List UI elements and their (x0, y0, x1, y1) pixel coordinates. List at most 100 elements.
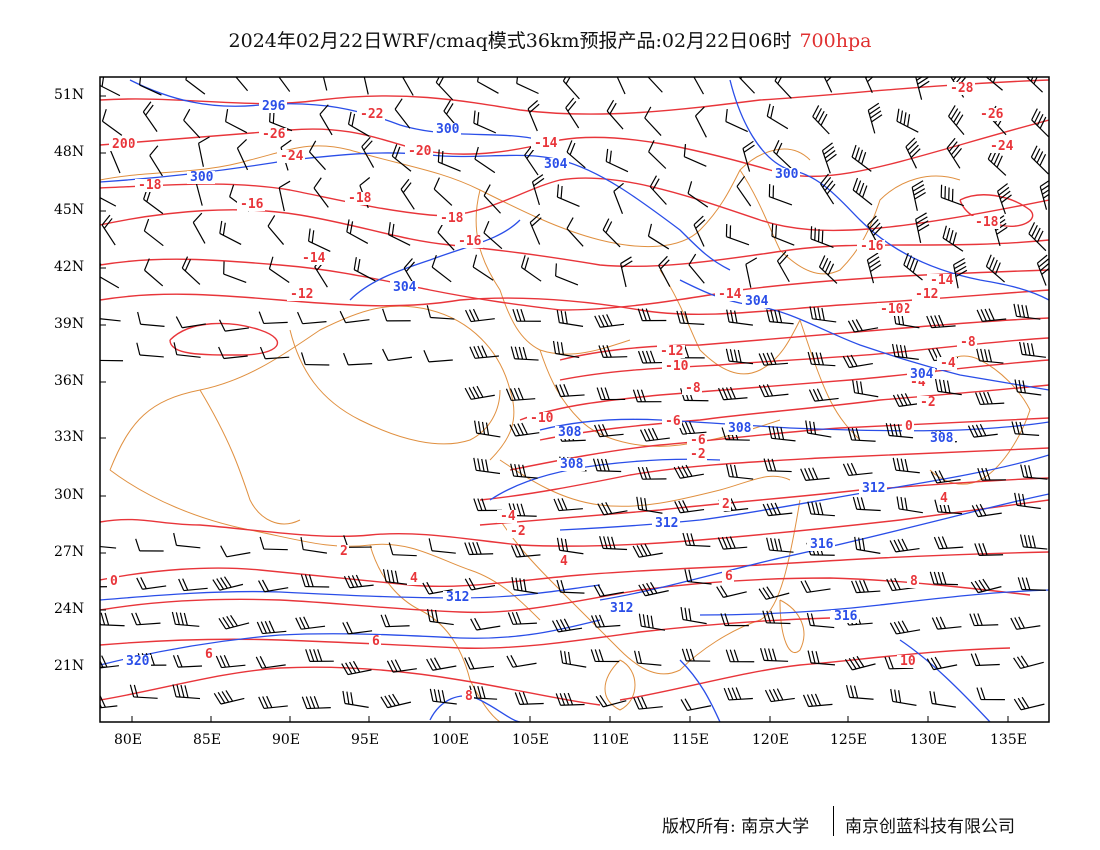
wind-barb-icon (885, 423, 914, 439)
wind-barb-icon (1013, 696, 1045, 711)
isotherms (100, 79, 1049, 706)
wind-barb-icon (1028, 222, 1047, 252)
wind-barb-icon (810, 226, 834, 249)
isotherm-label: -12 (915, 287, 938, 302)
copyright-left: 版权所有: 南京大学 (662, 817, 810, 837)
isotherm-label: -20 (408, 144, 432, 159)
wind-barb-icon (224, 109, 248, 134)
wind-barb-icon (529, 213, 542, 245)
isotherm-label: 8 (910, 574, 918, 589)
wind-barb-icon (842, 462, 873, 477)
wind-barb-icon (889, 620, 921, 635)
wind-barb-icon (725, 649, 755, 663)
isotherm-label-bg (687, 448, 707, 461)
isotherm-label-bg (462, 690, 474, 703)
wind-barb-icon (551, 618, 583, 633)
wind-barb-icon (301, 696, 331, 710)
height-label-bg (772, 168, 800, 181)
wind-barb-icon (852, 177, 873, 206)
wind-barb-icon (915, 212, 930, 243)
wind-barb-icon (507, 611, 537, 625)
wind-barb-icon (613, 182, 624, 214)
wind-barb-icon (592, 458, 622, 473)
wind-barb-icon (940, 184, 964, 207)
isotherm-label-bg (912, 288, 940, 301)
wind-barb-icon (307, 228, 331, 252)
wind-barb-icon (768, 425, 796, 442)
longitude-label: 90E (272, 732, 301, 748)
wind-barb-icon (100, 77, 121, 97)
height-label-bg (742, 295, 770, 308)
height-label: 312 (655, 516, 678, 531)
wind-barb-icon (842, 354, 873, 369)
wind-barb-icon (974, 543, 1004, 556)
latitude-label: 42N (54, 259, 85, 275)
height-label-bg (652, 517, 680, 530)
wind-barb-icon (852, 380, 879, 398)
height-label: 296 (262, 99, 286, 114)
wind-barb-icon (967, 423, 998, 438)
isotherm-label-bg (917, 396, 937, 409)
wind-barb-icon (473, 498, 502, 512)
isotherm-label-bg (497, 510, 517, 523)
wind-barb-icon (851, 144, 872, 172)
wind-barb-icon (644, 106, 662, 136)
boundary-line (604, 659, 636, 711)
wind-barb-icon (807, 501, 835, 517)
wind-barb-icon (763, 458, 792, 473)
wind-barb-icon (935, 378, 962, 396)
wind-barb-icon (693, 215, 706, 247)
isotherm-label: 8 (465, 689, 473, 704)
wind-barb-icon (929, 571, 958, 586)
height-contour-line (679, 659, 721, 722)
wind-barb-icon (1031, 108, 1049, 138)
wind-barb-icon (691, 77, 705, 95)
isotherm-label: -10 (665, 359, 689, 374)
isotherm-label-bg (259, 128, 287, 141)
wind-barb-icon (1011, 421, 1040, 437)
wind-barb-icon (802, 693, 833, 708)
wind-barb-icon (510, 544, 541, 558)
wind-barb-icon (258, 311, 288, 325)
isotherm-line (479, 447, 1049, 501)
longitude-label: 85E (193, 732, 222, 748)
wind-barb-icon (758, 352, 789, 366)
wind-barb-icon (431, 255, 452, 283)
wind-barb-icon (683, 144, 707, 167)
isotherm-label-bg (715, 288, 743, 301)
pressure-level: 700hpa (799, 30, 872, 52)
isotherm-label-bg (507, 525, 527, 538)
wind-barb-icon (812, 105, 830, 135)
wind-barb-icon (647, 223, 670, 250)
wind-barb-icon (774, 77, 792, 99)
copyright-right: 南京创蓝科技有限公司 (845, 817, 1015, 837)
height-contour-line (129, 79, 541, 141)
isotherm-label-bg (657, 345, 685, 358)
longitude-label: 100E (432, 732, 469, 748)
isotherm-label: 6 (725, 569, 733, 584)
wind-barb-icon (930, 470, 961, 484)
wind-barb-icon (382, 569, 410, 586)
isotherm-label: 4 (410, 571, 418, 586)
wind-barb-icon (903, 252, 923, 281)
wind-barb-icon (100, 194, 117, 207)
isotherm-label-bg (202, 648, 214, 661)
wind-barb-icon (926, 656, 958, 671)
wind-barb-icon (852, 496, 881, 512)
wind-barb-icon (818, 255, 838, 284)
wind-barb-icon (426, 608, 454, 626)
isotherm-label-bg (947, 82, 975, 95)
wind-barb-icon (473, 110, 497, 134)
isotherm-line (100, 666, 601, 706)
wind-barb-icon (382, 348, 413, 362)
wind-barb-icon (771, 223, 795, 246)
wind-barb-icon (649, 175, 667, 205)
wind-barb-icon (676, 310, 705, 325)
height-contour-line (100, 584, 601, 601)
wind-barb-icon (737, 77, 755, 94)
wind-barb-icon (339, 310, 370, 324)
wind-barb-icon (844, 655, 876, 671)
wind-barb-icon (658, 255, 671, 287)
wind-barb-icon (1019, 341, 1046, 358)
isotherm-label: -26 (262, 127, 286, 142)
